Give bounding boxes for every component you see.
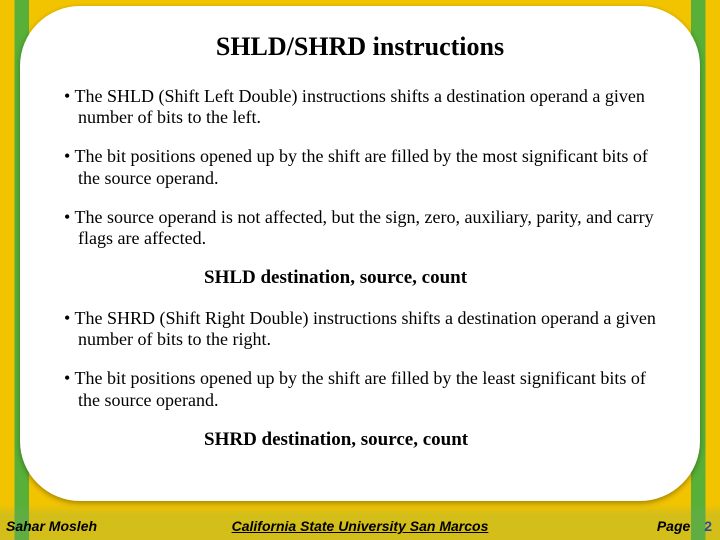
bullet-item: The SHLD (Shift Left Double) instruction… <box>64 86 656 128</box>
page-label: Page <box>657 518 690 534</box>
bullet-item: The bit positions opened up by the shift… <box>64 146 656 188</box>
footer-page: Page 2 <box>657 518 712 534</box>
footer-institution: California State University San Marcos <box>0 518 720 534</box>
slide-title: SHLD/SHRD instructions <box>64 32 656 62</box>
bullet-item: The bit positions opened up by the shift… <box>64 368 656 410</box>
bullet-item: The source operand is not affected, but … <box>64 207 656 249</box>
slide-footer: Sahar Mosleh California State University… <box>0 504 720 540</box>
slide-body: The SHLD (Shift Left Double) instruction… <box>64 86 656 451</box>
page-number: 2 <box>704 518 712 534</box>
footer-inner: Sahar Mosleh California State University… <box>0 504 720 540</box>
slide-card: SHLD/SHRD instructions The SHLD (Shift L… <box>20 6 700 501</box>
bullet-item: The SHRD (Shift Right Double) instructio… <box>64 308 656 350</box>
syntax-line: SHLD destination, source, count <box>64 267 656 289</box>
syntax-line: SHRD destination, source, count <box>64 429 656 451</box>
